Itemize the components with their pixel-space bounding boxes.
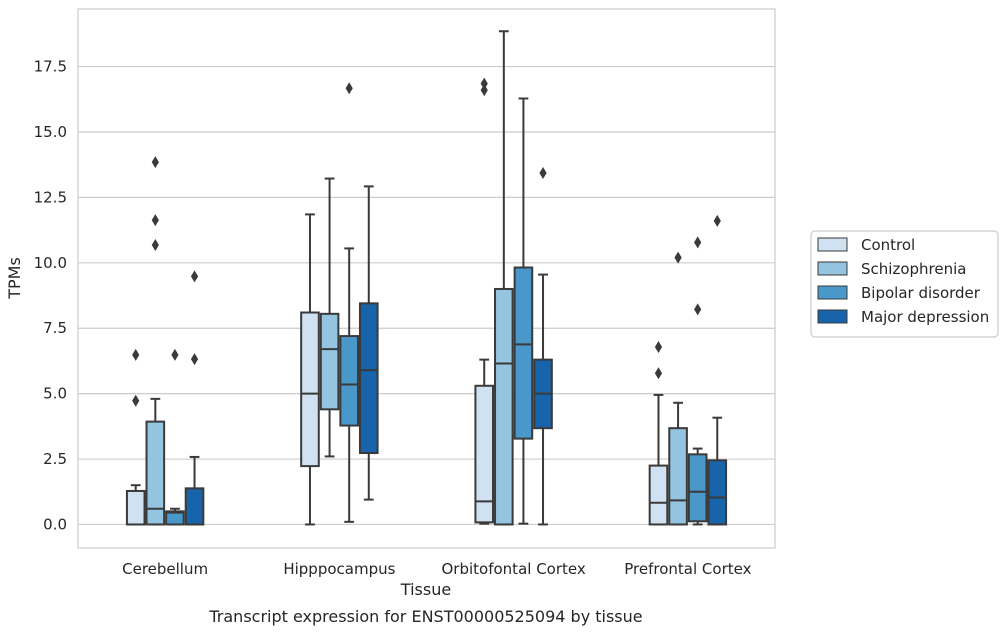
y-tick-label: 15.0 [34, 123, 67, 141]
legend-frame [810, 230, 999, 338]
y-axis-ticks: 0.0 2.5 5.0 7.5 10.0 12.5 15.0 17.5 [34, 58, 67, 534]
box-body [319, 312, 340, 411]
box-3-2 [687, 236, 708, 526]
box-1-2 [339, 82, 359, 523]
box-1-3 [358, 185, 379, 501]
box-3-1 [668, 251, 688, 526]
outlier-point [171, 348, 179, 361]
outlier-point [345, 82, 353, 95]
outlier-point [480, 84, 488, 97]
box-3-3 [707, 214, 728, 526]
outlier-point [674, 251, 682, 264]
box-body [145, 420, 166, 526]
legend-swatch [817, 261, 848, 276]
box-groups [125, 30, 728, 526]
outlier-point [132, 394, 140, 407]
box-body [513, 266, 534, 440]
y-tick-label: 7.5 [43, 319, 67, 337]
box-body [358, 302, 379, 455]
outlier-point [654, 367, 663, 380]
box-2-3 [533, 167, 553, 526]
box-1-0 [300, 213, 320, 526]
legend-swatch [817, 237, 848, 252]
box-1-1 [319, 177, 340, 458]
legend-swatch [817, 309, 848, 324]
y-tick-label: 17.5 [34, 58, 67, 76]
outlier-point [694, 236, 702, 249]
box-2-2 [513, 97, 534, 525]
box-3-0 [648, 341, 669, 526]
box-0-1 [145, 156, 166, 526]
chart-caption: Transcript expression for ENST0000052509… [208, 607, 642, 626]
outlier-point [539, 167, 547, 180]
box-body [474, 384, 495, 524]
box-0-2 [165, 348, 185, 526]
y-tick-label: 2.5 [43, 450, 67, 468]
y-tick-label: 12.5 [34, 188, 67, 206]
box-body [494, 287, 514, 526]
outlier-point [713, 214, 721, 227]
plot-area-frame [77, 8, 776, 549]
outlier-point [132, 348, 140, 361]
y-axis-label: TPMs [5, 257, 24, 300]
outlier-point [190, 270, 199, 283]
box-body [125, 489, 146, 526]
x-axis-label: Tissue [400, 580, 451, 599]
y-tick-label: 0.0 [43, 515, 67, 533]
box-body [648, 464, 669, 526]
legend-label: Bipolar disorder [861, 284, 981, 302]
x-tick-label: Hipppocampus [283, 560, 395, 578]
box-2-1 [494, 30, 514, 526]
outlier-point [190, 353, 199, 366]
box-body [687, 453, 708, 523]
y-tick-label: 10.0 [34, 254, 67, 272]
outlier-point [151, 239, 159, 252]
legend-swatch [817, 285, 848, 300]
x-axis-ticks: Cerebellum Hipppocampus Orbitofontal Corte… [122, 560, 751, 578]
box-body [165, 510, 185, 526]
legend: Control Schizophrenia Bipolar disorder Majo… [810, 230, 999, 338]
y-tick-label: 5.0 [43, 385, 67, 403]
box-0-3 [184, 270, 205, 526]
legend-label: Schizophrenia [861, 260, 966, 278]
outlier-point [654, 341, 663, 354]
x-tick-label: Prefrontal Cortex [624, 560, 751, 578]
x-tick-label: Cerebellum [122, 560, 208, 578]
legend-label: Major depression [861, 308, 989, 326]
outlier-point [151, 156, 159, 169]
box-body [184, 487, 205, 526]
box-body [300, 311, 320, 468]
x-tick-label: Orbitofontal Cortex [442, 560, 586, 578]
box-body [339, 335, 359, 427]
box-2-0 [474, 77, 495, 525]
legend-label: Control [861, 236, 915, 254]
outlier-point [694, 303, 702, 316]
box-body [707, 459, 728, 526]
outlier-point [151, 214, 159, 227]
box-body [668, 427, 688, 526]
box-0-0 [125, 348, 146, 526]
outlier-point [480, 77, 488, 90]
